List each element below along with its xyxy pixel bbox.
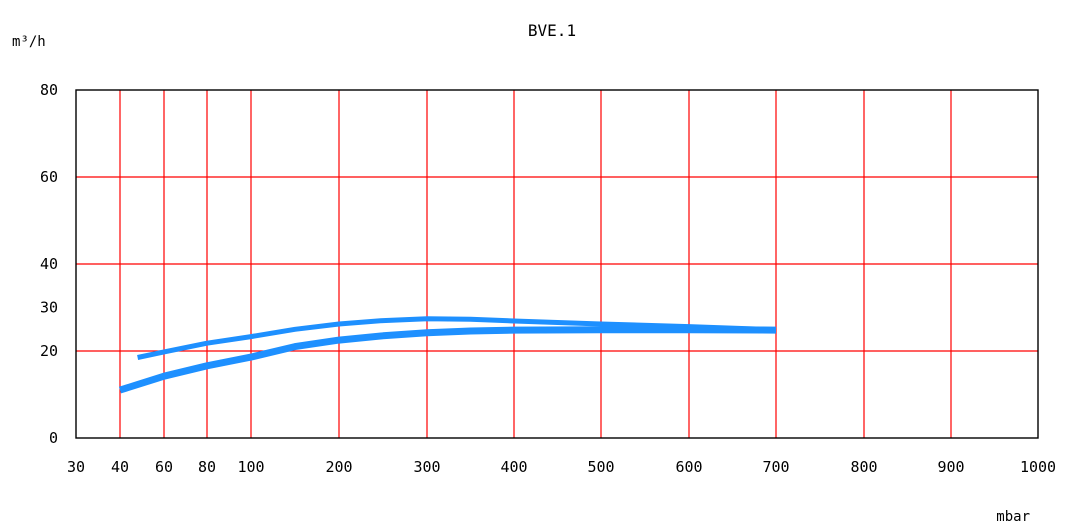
x-tick-labels: 30 40 60 80 100 200 300 400 500 600 700 800 900 1000 [67,458,1056,476]
x-tick-label: 30 [67,458,85,476]
x-tick-label: 600 [675,458,702,476]
x-tick-label: 100 [237,458,264,476]
x-tick-label: 800 [850,458,877,476]
y-tick-label: 80 [40,81,58,99]
chart-title: BVE.1 [528,21,576,40]
y-axis-unit-label: m³/h [12,34,46,50]
y-tick-label: 60 [40,168,58,186]
data-series [118,316,777,394]
series-line-2 [118,326,777,394]
y-tick-label: 0 [49,429,58,447]
series-line-1 [137,316,777,360]
y-tick-label: 30 [40,299,58,317]
x-tick-label: 40 [111,458,129,476]
plot-border [75,89,1039,439]
x-tick-label: 1000 [1020,458,1056,476]
y-tick-label: 20 [40,342,58,360]
y-tick-label: 40 [40,255,58,273]
x-tick-label: 700 [762,458,789,476]
x-tick-label: 300 [413,458,440,476]
x-tick-label: 80 [198,458,216,476]
grid-lines [76,90,1038,438]
x-axis-unit-label: mbar [996,509,1030,525]
x-tick-label: 60 [155,458,173,476]
x-tick-label: 900 [937,458,964,476]
x-tick-label: 200 [325,458,352,476]
x-tick-label: 400 [500,458,527,476]
x-tick-label: 500 [587,458,614,476]
y-tick-labels: 0 20 30 40 60 80 [40,81,58,447]
plot-frame [75,89,1039,439]
